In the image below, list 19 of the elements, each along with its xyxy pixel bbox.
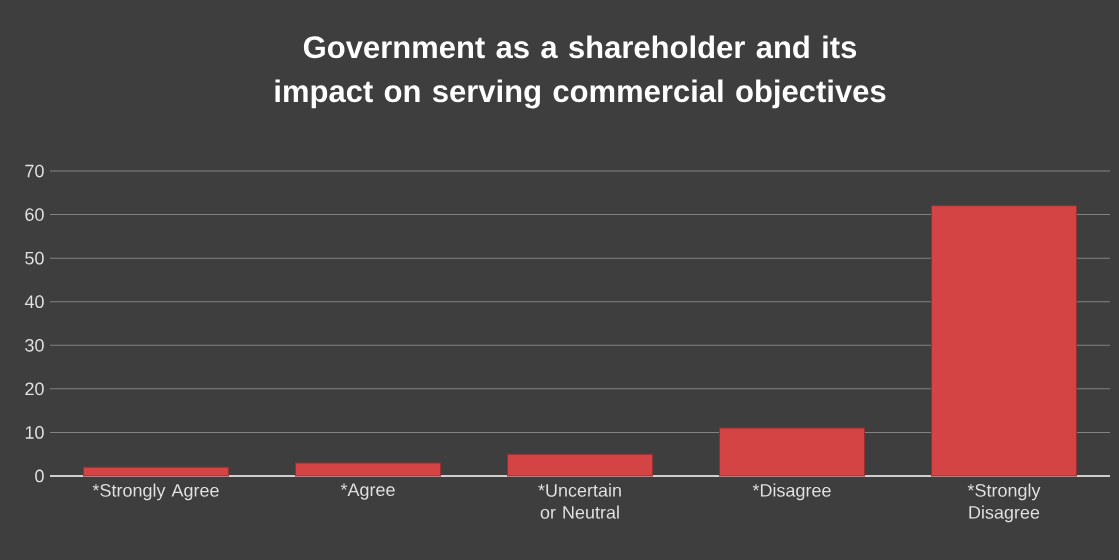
x-tick-label: *Uncertain or Neutral bbox=[538, 483, 621, 519]
bar bbox=[294, 462, 441, 477]
x-tick-label: *Strongly Agree bbox=[92, 483, 219, 501]
y-tick-label: 30 bbox=[25, 338, 44, 352]
y-tick-label: 20 bbox=[25, 382, 44, 396]
bar bbox=[718, 427, 865, 477]
y-tick-label: 10 bbox=[25, 426, 44, 439]
bar bbox=[83, 466, 229, 477]
x-tick-label: *Agree bbox=[340, 483, 395, 500]
x-tick-label: *Strongly Disagree bbox=[967, 483, 1041, 523]
y-tick-label: 70 bbox=[25, 164, 44, 178]
bar bbox=[930, 205, 1077, 477]
bar bbox=[506, 453, 653, 477]
y-tick-label: 50 bbox=[25, 251, 44, 265]
chart-title: Government as a shareholder and its impact on serving commercial objectives bbox=[275, 35, 886, 109]
y-tick-label: 40 bbox=[24, 295, 44, 309]
y-tick-label: 60 bbox=[25, 208, 44, 221]
x-tick-label: *Disagree bbox=[752, 483, 831, 501]
y-tick-label: 0 bbox=[35, 469, 44, 483]
